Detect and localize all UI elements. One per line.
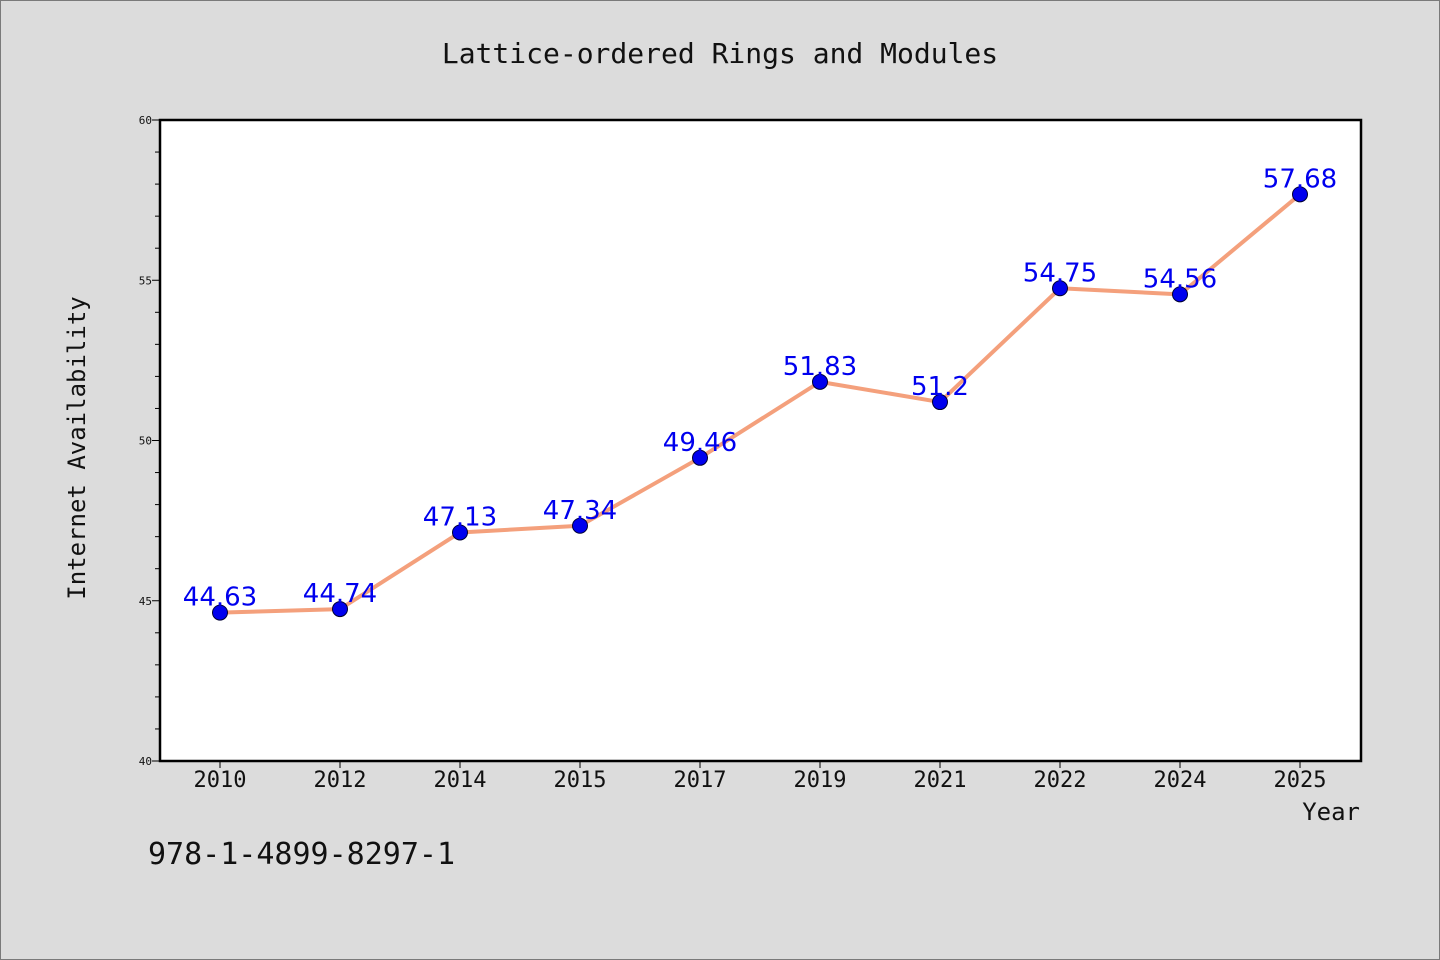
data-point [212, 604, 228, 621]
x-axis: 2010 2012 2014 2015 2017 2019 2021 2022 2024 2025 [194, 761, 1327, 793]
x-tick-label: 2012 [314, 768, 367, 793]
x-tick-label: 2014 [434, 768, 487, 793]
data-point [332, 601, 348, 618]
y-axis: 40 45 50 55 60 [139, 114, 160, 768]
data-point [1052, 280, 1068, 297]
data-label: 49.46 [663, 428, 737, 458]
data-point [932, 394, 948, 411]
data-point [812, 373, 828, 390]
x-tick-label: 2017 [674, 768, 727, 793]
data-point [1172, 286, 1188, 303]
y-tick-label: 50 [139, 435, 152, 448]
x-tick-label: 2024 [1154, 768, 1207, 793]
plot-area [158, 118, 1363, 763]
isbn-text: 978-1-4899-8297-1 [148, 837, 455, 872]
x-tick-label: 2025 [1274, 768, 1327, 793]
data-label: 54.56 [1143, 264, 1217, 294]
data-label: 51.83 [783, 352, 857, 382]
y-tick-label: 60 [139, 114, 152, 127]
y-tick-label: 55 [139, 274, 152, 287]
series-line-group [212, 186, 1308, 621]
y-axis-label: Internet Availability [63, 296, 91, 599]
data-label: 51.2 [911, 372, 969, 402]
x-tick-label: 2022 [1034, 768, 1087, 793]
chart-title: Lattice-ordered Rings and Modules [442, 37, 998, 70]
x-tick-label: 2015 [554, 768, 607, 793]
data-label: 57.68 [1263, 164, 1337, 194]
data-point [692, 449, 708, 466]
data-point [452, 524, 468, 541]
y-tick-label: 45 [139, 595, 152, 608]
y-tick-label: 40 [139, 755, 152, 768]
data-label: 44.63 [183, 583, 257, 613]
data-label: 47.34 [543, 496, 617, 526]
x-tick-label: 2021 [914, 768, 967, 793]
data-label: 44.74 [303, 579, 377, 609]
x-tick-label: 2019 [794, 768, 847, 793]
data-point [572, 517, 588, 534]
series-line [219, 192, 1302, 615]
x-axis-label: Year [1302, 798, 1360, 826]
data-labels: 44.63 44.74 47.13 47.34 49.46 51.83 51.2 54.75 5… [183, 164, 1337, 612]
x-tick-label: 2010 [194, 768, 247, 793]
data-label: 54.75 [1023, 258, 1097, 288]
data-point [1292, 186, 1308, 203]
data-label: 47.13 [423, 502, 497, 532]
